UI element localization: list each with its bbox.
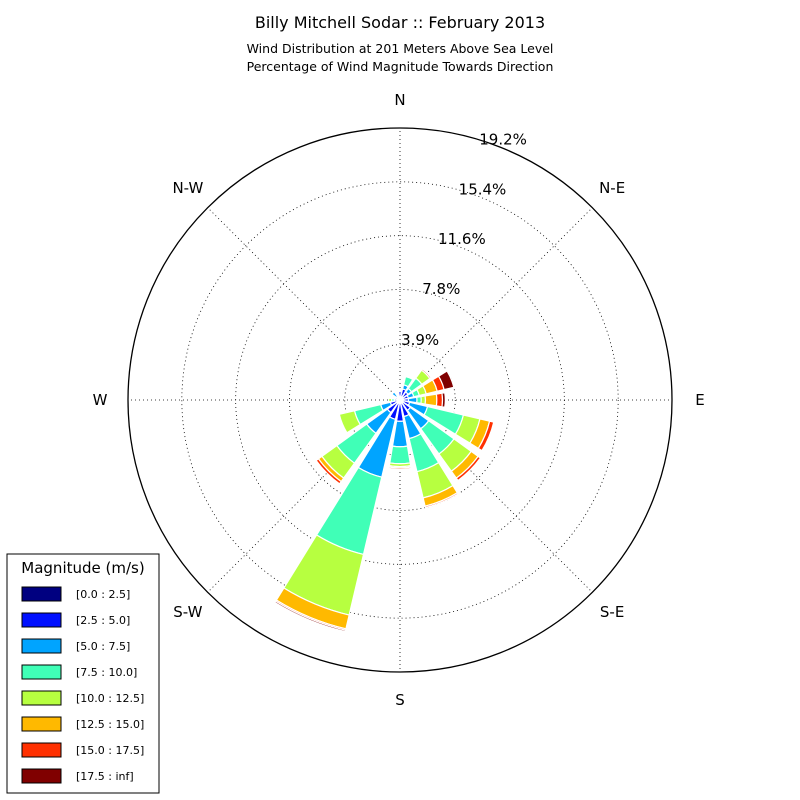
- legend-swatch: [21, 664, 62, 680]
- chart-title: Billy Mitchell Sodar :: February 2013: [255, 13, 545, 32]
- legend-label: [7.5 : 10.0]: [76, 666, 137, 679]
- legend-swatch: [21, 768, 62, 784]
- wind-bar-segment: [477, 420, 495, 452]
- compass-label-s-w: S-W: [173, 603, 202, 621]
- radial-tick-labels: 3.9% 7.8% 11.6% 15.4% 19.2%: [401, 131, 527, 349]
- wind-bar-segment: [420, 368, 432, 380]
- polar-grid: [127, 127, 673, 673]
- wind-bar-segment: [396, 395, 401, 400]
- compass-label-n-e: N-E: [599, 179, 625, 197]
- wind-bar-segment: [338, 410, 362, 434]
- wind-bar-segment: [389, 445, 411, 465]
- wind-bar-segment: [315, 457, 343, 485]
- chart-subtitle-line-1: Wind Distribution at 201 Meters Above Se…: [247, 41, 554, 56]
- compass-labels: N N-E E S-E S S-W W N-W: [93, 91, 705, 709]
- legend-label: [15.0 : 17.5]: [76, 744, 144, 757]
- wind-bar-segment: [388, 397, 393, 403]
- legend-label: [2.5 : 5.0]: [76, 614, 130, 627]
- legend-label: [17.5 : inf]: [76, 770, 134, 783]
- wind-bar-segment: [437, 370, 455, 391]
- legend-swatch: [21, 638, 62, 654]
- compass-label-n-w: N-W: [172, 179, 203, 197]
- legend-title: Magnitude (m/s): [21, 559, 144, 577]
- radial-tick-label: 3.9%: [401, 331, 439, 349]
- wind-bar-segment: [388, 466, 412, 471]
- grid-spoke: [207, 399, 401, 593]
- wind-bar-segment: [274, 600, 347, 633]
- radial-tick-label: 11.6%: [438, 230, 486, 248]
- wind-bar-segment: [402, 375, 414, 388]
- legend-label: [0.0 : 2.5]: [76, 588, 130, 601]
- wind-bar-segment: [424, 491, 459, 509]
- compass-label-s-e: S-E: [600, 603, 624, 621]
- wind-bars: [274, 368, 495, 633]
- legend-swatch: [21, 612, 62, 628]
- legend-label: [5.0 : 7.5]: [76, 640, 130, 653]
- legend-label: [10.0 : 12.5]: [76, 692, 144, 705]
- legend-swatch: [21, 742, 62, 758]
- compass-label-s: S: [395, 691, 405, 709]
- wind-bar-segment: [441, 392, 446, 408]
- compass-label-n: N: [394, 91, 405, 109]
- grid-ring: [344, 344, 456, 456]
- legend-label: [12.5 : 15.0]: [76, 718, 144, 731]
- legend-swatch: [21, 690, 62, 706]
- grid-ring: [127, 127, 673, 673]
- radial-tick-label: 15.4%: [459, 180, 507, 198]
- chart-subtitle-line-2: Percentage of Wind Magnitude Towards Dir…: [247, 59, 554, 74]
- compass-label-w: W: [93, 391, 108, 409]
- legend-swatch: [21, 716, 62, 732]
- legend-swatch: [21, 586, 62, 602]
- wind-bar-segment: [391, 420, 409, 448]
- grid-spoke: [207, 207, 401, 401]
- grid-spoke: [399, 207, 593, 401]
- grid-ring: [181, 181, 619, 619]
- wind-bar-segment: [455, 455, 482, 482]
- grid-ring: [289, 289, 511, 511]
- radial-tick-label: 7.8%: [422, 280, 460, 298]
- wind-bar-segment: [435, 392, 444, 408]
- wind-bar-segment: [424, 393, 438, 407]
- compass-label-e: E: [695, 391, 704, 409]
- wind-bar-segment: [391, 391, 399, 399]
- legend: Magnitude (m/s) [0.0 : 2.5] [2.5 : 5.0] [5…: [6, 553, 160, 794]
- radial-tick-label: 19.2%: [479, 131, 527, 149]
- grid-spoke: [399, 399, 593, 593]
